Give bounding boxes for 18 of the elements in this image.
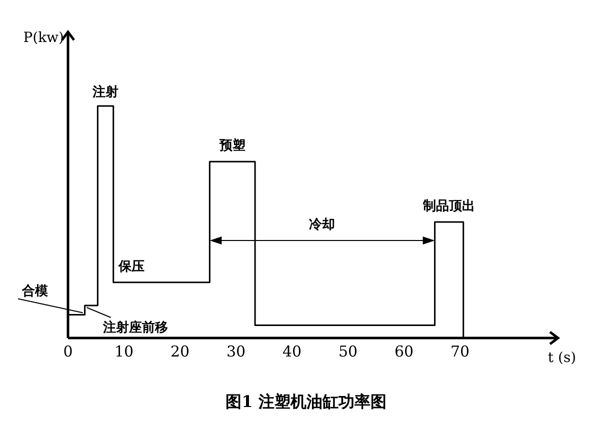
x-tick-label: 40 bbox=[282, 342, 302, 361]
x-axis-title: t (s) bbox=[548, 350, 576, 366]
x-tick-label: 50 bbox=[338, 342, 358, 361]
x-tick-label: 0 bbox=[63, 342, 73, 361]
text: 注射 bbox=[92, 84, 119, 100]
y-axis-title: P(kw) bbox=[23, 30, 64, 46]
x-tick-label: 60 bbox=[394, 342, 414, 361]
x-tick-label: 10 bbox=[114, 342, 134, 361]
annotation: 制品顶出 bbox=[422, 199, 476, 214]
annotation: 注射座前移 bbox=[102, 320, 168, 336]
annotation: 预塑 bbox=[218, 138, 246, 154]
x-tick-label: 20 bbox=[170, 342, 190, 361]
text: 合模 bbox=[21, 282, 48, 299]
x-tick-label: 30 bbox=[226, 342, 246, 361]
annotation: 冷却 bbox=[309, 218, 336, 233]
x-tick-label: 70 bbox=[450, 342, 470, 361]
text: 图1 注塑机油缸功率图 bbox=[224, 392, 388, 413]
annotation: 保压 bbox=[118, 259, 145, 274]
